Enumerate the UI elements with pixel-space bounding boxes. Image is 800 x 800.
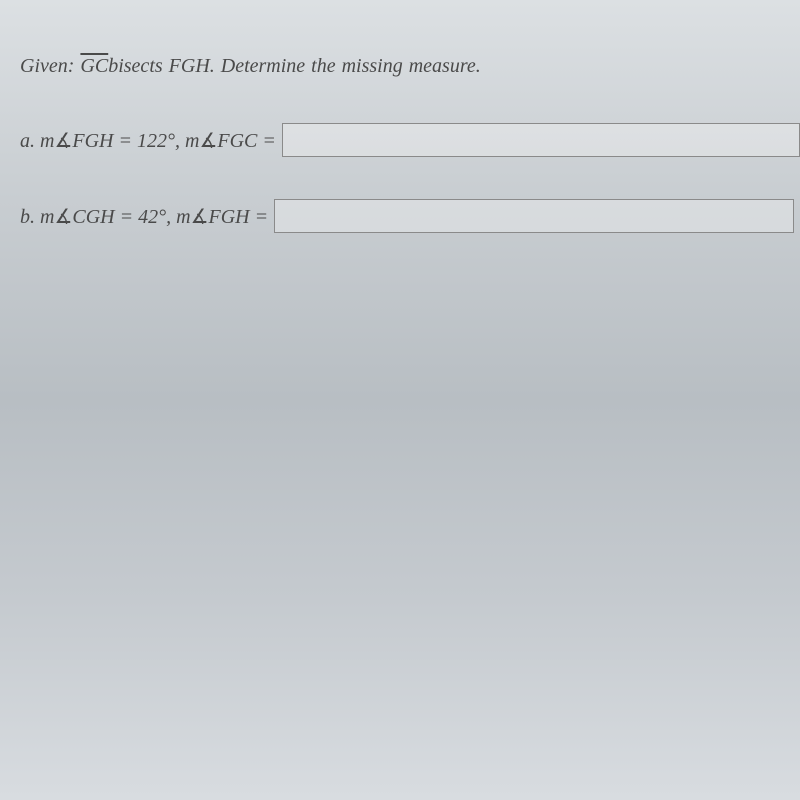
qb-angle2: FGH (209, 206, 250, 228)
qa-m1: m (40, 130, 54, 152)
problem-prompt: Given: GCbisects FGH. Determine the miss… (20, 55, 800, 78)
angle-fgh-name: FGH (169, 55, 210, 77)
qb-m2: m (176, 206, 190, 228)
qa-letter: a. (20, 130, 40, 152)
determine-text: . Determine the missing measure. (210, 55, 481, 77)
angle-icon: ∡ (54, 206, 72, 228)
qa-m2: m (185, 130, 199, 152)
question-b-label: b. m∡CGH = 42°, m∡FGH = (20, 204, 268, 229)
qa-eqend: = (257, 130, 276, 152)
qb-letter: b. (20, 206, 40, 228)
given-prefix: Given: (20, 55, 80, 77)
qb-angle1: CGH (72, 206, 114, 228)
question-b-row: b. m∡CGH = 42°, m∡FGH = (20, 199, 800, 233)
angle-icon: ∡ (199, 130, 217, 152)
angle-icon: ∡ (191, 206, 209, 228)
qb-eqend: = (250, 206, 269, 228)
answer-input-a[interactable] (282, 123, 800, 157)
answer-input-b[interactable] (274, 199, 794, 233)
qa-angle1: FGH (72, 130, 113, 152)
question-a-label: a. m∡FGH = 122°, m∡FGC = (20, 128, 276, 153)
qa-eq1: = 122°, (114, 130, 186, 152)
segment-gc: GC (80, 55, 108, 77)
qb-eq1: = 42°, (115, 206, 177, 228)
qa-angle2: FGC (217, 130, 257, 152)
qb-m1: m (40, 206, 54, 228)
question-a-row: a. m∡FGH = 122°, m∡FGC = (20, 123, 800, 157)
bisects-text: bisects (108, 55, 168, 77)
angle-icon: ∡ (54, 130, 72, 152)
